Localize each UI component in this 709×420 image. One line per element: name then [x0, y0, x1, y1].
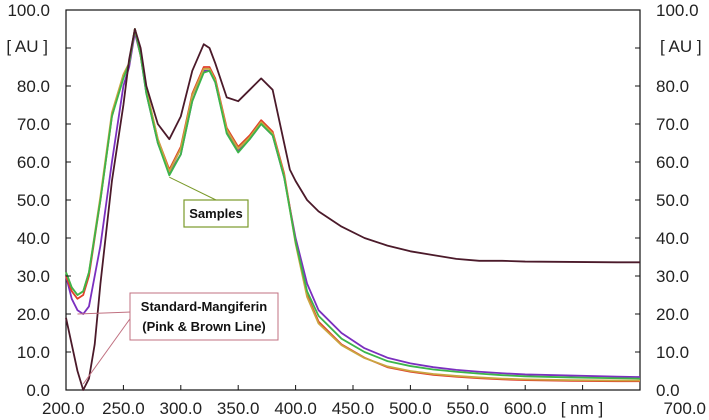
y-tick-label-left: 100.0: [7, 1, 50, 20]
spectrum-series-group: [65, 28, 641, 391]
standard-annotation: Standard-Mangiferin (Pink & Brown Line): [77, 292, 279, 385]
x-tick-label: 300.0: [160, 399, 203, 418]
y-unit-left: [ AU ]: [6, 37, 48, 56]
standard-label-box: [129, 292, 279, 341]
x-tick-label: 450.0: [332, 399, 375, 418]
x-tick-label: 250.0: [102, 399, 145, 418]
x-tick-label: 200.0: [42, 399, 85, 418]
y-tick-label-right: 80.0: [656, 77, 689, 96]
samples-arrow: [169, 176, 217, 201]
standard-arrow-pink: [77, 311, 133, 315]
x-tick-label: 500.0: [389, 399, 432, 418]
y-tick-label-left: 10.0: [17, 343, 50, 362]
y-tick-label-right: 20.0: [656, 305, 689, 324]
standard-arrow-brown: [82, 315, 133, 385]
y-tick-label-left: 70.0: [17, 115, 50, 134]
y-tick-label-left: 80.0: [17, 77, 50, 96]
spectrum-line-0: [65, 28, 640, 391]
x-tick-label: 350.0: [217, 399, 260, 418]
x-tick-label: 400.0: [274, 399, 317, 418]
x-tick-label: 700.0: [663, 399, 706, 418]
y-tick-label-right: 50.0: [656, 191, 689, 210]
samples-annotation: Samples: [169, 176, 249, 228]
spectrum-line-4: [65, 28, 641, 380]
y-tick-label-left: 60.0: [17, 153, 50, 172]
y-tick-label-left: 40.0: [17, 229, 50, 248]
y-tick-label-left: 20.0: [17, 305, 50, 324]
spectrum-line-3: [65, 28, 640, 382]
y-unit-right: [ AU ]: [660, 37, 702, 56]
x-unit-label: [ nm ]: [561, 399, 604, 418]
spectrum-line-1: [65, 31, 641, 378]
y-tick-label-left: 50.0: [17, 191, 50, 210]
x-tick-label: 550.0: [447, 399, 490, 418]
y-tick-label-right: 0.0: [656, 381, 680, 400]
y-tick-label-right: 40.0: [656, 229, 689, 248]
samples-label: Samples: [189, 206, 242, 221]
y-tick-label-right: 10.0: [656, 343, 689, 362]
y-tick-label-left: 30.0: [17, 267, 50, 286]
axis-ticks-group: 0.0 0.0 10.0 10.0 20.0 20.0 30.0 30.0 40.0 40.0 50…: [7, 1, 706, 418]
x-tick-label: 600.0: [504, 399, 547, 418]
standard-label-line-1: Standard-Mangiferin: [141, 299, 267, 314]
y-tick-label-right: 70.0: [656, 115, 689, 134]
samples-label-box: [183, 199, 249, 228]
y-tick-label-right: 30.0: [656, 267, 689, 286]
standard-label-line-2: (Pink & Brown Line): [142, 319, 266, 334]
y-tick-label-right: 60.0: [656, 153, 689, 172]
y-tick-label-left: 0.0: [26, 381, 50, 400]
y-tick-label-right: 100.0: [656, 1, 699, 20]
